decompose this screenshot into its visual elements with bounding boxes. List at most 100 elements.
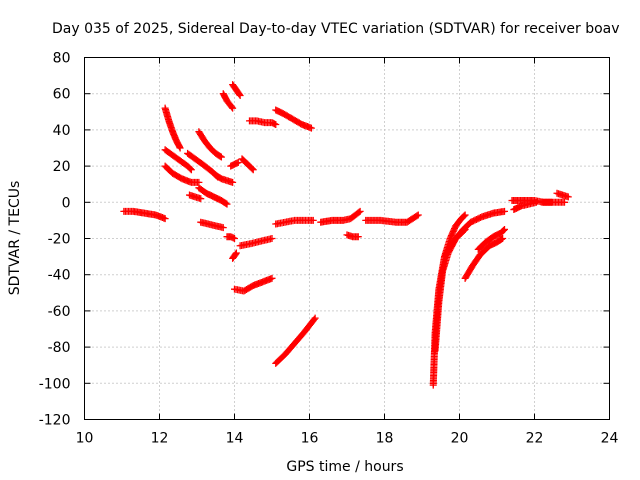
y-tick-label: 40: [53, 123, 71, 139]
data-point: [176, 144, 184, 152]
data-point: [235, 90, 243, 98]
series-arc-23: [317, 207, 364, 226]
series-arc-09: [212, 171, 237, 186]
data-point: [161, 215, 169, 223]
data-point: [249, 166, 257, 174]
x-axis-label: GPS time / hours: [286, 459, 403, 475]
series-arc-07: [186, 191, 205, 203]
data-point: [500, 226, 508, 234]
data-point: [217, 153, 225, 161]
data-point: [354, 233, 362, 241]
data-point: [231, 235, 238, 242]
x-tick-label: 18: [376, 431, 394, 447]
data-point: [232, 249, 240, 257]
x-tick-label: 10: [76, 431, 94, 447]
data-point: [309, 216, 317, 224]
data-point: [356, 207, 364, 215]
x-tick-label: 20: [451, 431, 469, 447]
series-arc-11: [219, 90, 237, 112]
series-arc-20: [272, 106, 315, 132]
x-tick-label: 22: [526, 431, 544, 447]
data-point: [498, 235, 505, 243]
data-point: [501, 225, 508, 233]
data-point: [228, 103, 236, 111]
data-point: [413, 212, 421, 220]
x-tick-labels: 10 12 14 16 18 20 22 24: [76, 431, 619, 447]
data-point: [499, 235, 507, 242]
y-tick-label: 20: [53, 159, 71, 175]
data-point: [307, 124, 315, 132]
series-arc-22: [272, 314, 319, 367]
series-arc-10: [197, 218, 227, 232]
data-point: [232, 250, 240, 258]
series-arc-21: [272, 216, 317, 228]
series-arc-06: [195, 128, 225, 161]
y-tick-label: -100: [39, 376, 71, 392]
data-point: [561, 198, 568, 206]
y-tick-label: -40: [48, 268, 71, 284]
data-point: [187, 166, 195, 174]
data-point: [501, 207, 508, 215]
data-point: [564, 193, 572, 201]
series-arc-19: [231, 274, 276, 295]
x-tick-label: 14: [226, 431, 244, 447]
series-arc-24: [343, 231, 362, 241]
series-arc-18: [236, 235, 276, 250]
series-arc-34: [553, 189, 572, 201]
data-point: [222, 199, 230, 207]
axis-ticks: [84, 57, 610, 420]
y-tick-label: -120: [39, 413, 71, 429]
y-tick-label: 60: [53, 87, 71, 103]
data-marks: [120, 81, 572, 389]
data-point: [197, 195, 205, 203]
y-tick-label: -80: [48, 340, 71, 356]
data-point: [460, 226, 468, 234]
y-tick-label: -20: [48, 232, 71, 248]
series-arc-12: [229, 81, 244, 100]
series-arc-17: [229, 249, 240, 262]
data-point: [234, 158, 242, 166]
data-point: [272, 120, 280, 128]
y-tick-label: -60: [48, 304, 71, 320]
y-tick-label: 80: [53, 51, 71, 67]
data-point: [414, 211, 422, 219]
data-point: [268, 235, 276, 242]
data-point: [268, 274, 276, 282]
series-arc-32: [510, 198, 540, 214]
series-arc-16: [223, 233, 238, 242]
data-point: [216, 152, 224, 160]
chart-title: Day 035 of 2025, Sidereal Day-to-day VTE…: [52, 21, 620, 37]
series-arc-01: [120, 207, 169, 223]
series-arc-30: [474, 225, 508, 253]
data-point: [355, 208, 363, 216]
series-arc-25: [362, 211, 422, 226]
series-arc-33: [538, 198, 568, 206]
data-point: [186, 165, 194, 173]
y-tick-label: 0: [62, 195, 71, 211]
data-point: [310, 315, 318, 323]
series-arc-28: [441, 225, 469, 261]
series-arc-15: [246, 117, 280, 128]
x-tick-label: 12: [151, 431, 169, 447]
y-axis-label: SDTVAR / TECUs: [7, 181, 23, 296]
series-arc-03: [161, 146, 195, 174]
series-arc-14: [238, 155, 257, 174]
data-point: [248, 165, 256, 173]
x-tick-label: 16: [301, 431, 319, 447]
y-tick-labels: -120 -100 -80 -60 -40 -20 0 20 40 60 80: [39, 51, 71, 429]
data-point: [236, 92, 244, 100]
series-arc-08: [195, 184, 231, 208]
data-point: [311, 314, 319, 322]
data-point: [461, 225, 469, 233]
series-arc-04: [161, 162, 203, 186]
x-tick-label: 24: [601, 431, 619, 447]
series-arc-02: [161, 104, 184, 152]
data-point: [461, 211, 469, 219]
data-point: [219, 224, 227, 232]
series-arc-13: [227, 158, 242, 170]
data-point: [229, 178, 237, 186]
data-point: [229, 104, 237, 112]
data-point: [460, 212, 468, 220]
data-point: [223, 200, 231, 208]
